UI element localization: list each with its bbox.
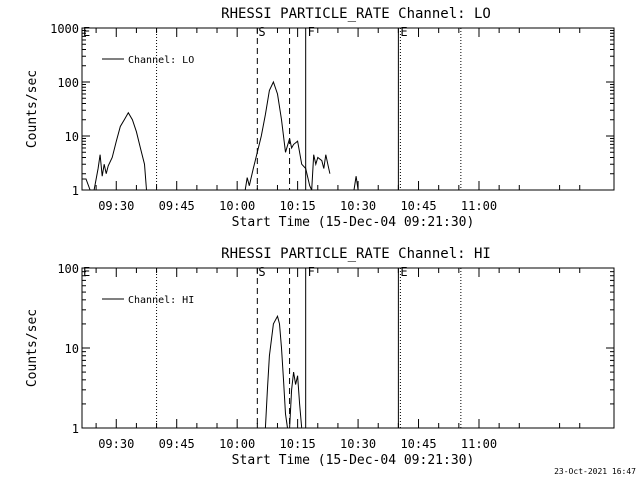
x-tick-label: 10:45 (400, 437, 436, 451)
chart-hi-channel: RHESSI PARTICLE_RATE Channel: HI Start T… (25, 246, 615, 468)
y-tick-label: 1000 (50, 22, 79, 36)
plot-frame (81, 267, 615, 429)
x-tick-label: 09:45 (159, 199, 195, 213)
chart-title: RHESSI PARTICLE_RATE Channel: LO (221, 6, 491, 22)
chart-lo-channel: RHESSI PARTICLE_RATE Channel: LO Start T… (25, 6, 615, 230)
x-tick-label: 10:30 (340, 199, 376, 213)
timestamp: 23-Oct-2021 16:47 (554, 467, 636, 476)
x-tick-label: 10:00 (219, 199, 255, 213)
y-axis-title: Counts/sec (25, 70, 40, 148)
x-tick-label: 09:30 (98, 199, 134, 213)
series-line (264, 314, 288, 429)
x-tick-label: 10:30 (340, 437, 376, 451)
y-tick-label: 100 (57, 76, 79, 90)
x-tick-label: 11:00 (461, 199, 497, 213)
series-line (353, 176, 359, 191)
series-line (244, 80, 331, 191)
y-tick-label: 1 (72, 422, 79, 436)
marker-label: F (308, 265, 315, 279)
edge-marker-label: E (83, 25, 90, 39)
marker-label: F (308, 25, 315, 39)
x-axis-title: Start Time (15-Dec-04 09:21:30) (232, 453, 475, 468)
x-tick-label: 11:00 (461, 437, 497, 451)
marker-label: E (400, 25, 407, 39)
series-line (289, 372, 303, 429)
legend-label: Channel: LO (128, 55, 194, 66)
legend-label: Channel: HI (128, 295, 194, 306)
x-tick-label: 10:45 (400, 199, 436, 213)
x-tick-label: 10:15 (280, 199, 316, 213)
plot-frame (81, 27, 615, 191)
x-axis-title: Start Time (15-Dec-04 09:21:30) (232, 215, 475, 230)
marker-label: S (258, 25, 265, 39)
x-tick-label: 09:30 (98, 437, 134, 451)
y-tick-label: 100 (57, 262, 79, 276)
y-tick-label: 10 (65, 342, 79, 356)
y-axis-title: Counts/sec (25, 309, 40, 387)
x-tick-label: 10:15 (280, 437, 316, 451)
marker-label: S (258, 265, 265, 279)
marker-label: E (400, 265, 407, 279)
x-tick-label: 09:45 (159, 437, 195, 451)
x-tick-label: 10:00 (219, 437, 255, 451)
y-tick-label: 1 (72, 184, 79, 198)
series-line (82, 111, 147, 191)
chart-title: RHESSI PARTICLE_RATE Channel: HI (221, 246, 491, 262)
y-tick-label: 10 (65, 130, 79, 144)
edge-marker-label: E (83, 265, 90, 279)
